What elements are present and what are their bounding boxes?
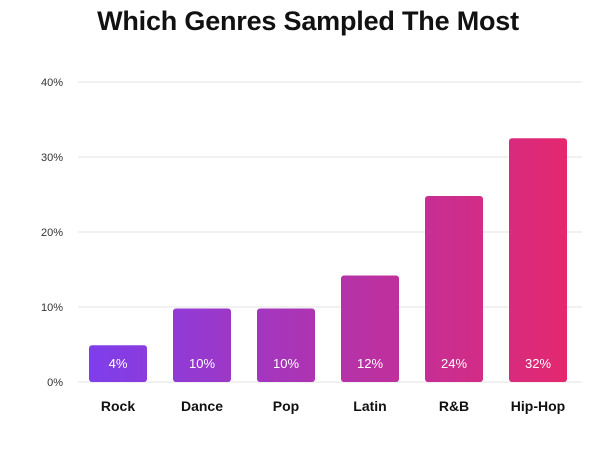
chart-title: Which Genres Sampled The Most [97, 6, 519, 36]
category-label: Hip-Hop [511, 398, 565, 414]
bar-r-b [425, 196, 483, 382]
data-label: 10% [273, 356, 299, 371]
y-tick-label: 0% [47, 377, 63, 389]
y-axis-ticks: 0% 10% 20% 30% 40% [41, 77, 63, 389]
data-label: 24% [441, 356, 467, 371]
bars [89, 138, 567, 382]
category-labels: Rock Dance Pop Latin R&B Hip-Hop [101, 398, 565, 414]
bar-pop [257, 308, 315, 382]
y-tick-label: 40% [41, 77, 63, 89]
bar-hip-hop [509, 138, 567, 382]
data-label: 10% [189, 356, 215, 371]
category-label: Rock [101, 398, 135, 414]
y-tick-label: 10% [41, 302, 63, 314]
category-label: Dance [181, 398, 223, 414]
category-label: R&B [439, 398, 469, 414]
y-tick-label: 20% [41, 227, 63, 239]
bar-rock [89, 345, 147, 382]
data-label: 4% [109, 356, 128, 371]
bar-latin [341, 275, 399, 382]
data-label: 12% [357, 356, 383, 371]
data-label: 32% [525, 356, 551, 371]
bar-dance [173, 308, 231, 382]
y-tick-label: 30% [41, 152, 63, 164]
grid-lines [78, 81, 582, 383]
category-label: Pop [273, 398, 299, 414]
category-label: Latin [353, 398, 386, 414]
data-labels: 4% 10% 10% 12% 24% 32% [109, 356, 552, 371]
